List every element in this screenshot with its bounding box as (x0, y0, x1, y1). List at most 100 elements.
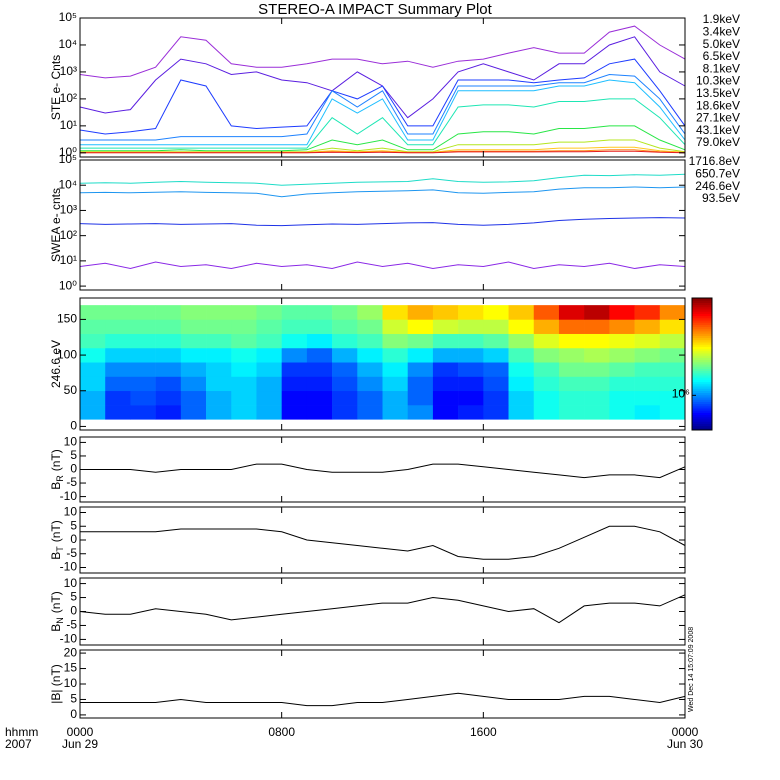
heatmap-cell (332, 362, 358, 377)
y-axis-label: STE e- Cnts (49, 55, 63, 120)
heatmap-cell (155, 319, 182, 334)
heatmap-cell (458, 333, 484, 349)
corner-label: hhmm (5, 725, 38, 739)
y-tick-label: 0 (70, 419, 77, 433)
heatmap-cell (256, 362, 282, 377)
heatmap-cell (634, 405, 661, 420)
heatmap-cell (508, 333, 535, 349)
heatmap-cell (155, 376, 182, 392)
heatmap-cell (306, 333, 333, 349)
heatmap-cell (483, 347, 509, 363)
colorbar-segment (692, 350, 712, 354)
heatmap-cell (80, 362, 106, 377)
heatmap-cell (130, 390, 156, 406)
y-axis-label-text: 246.6 eV (49, 340, 63, 388)
heatmap-cell (130, 376, 156, 392)
colorbar-segment (692, 408, 712, 411)
y-axis-label: 246.6 eV (49, 340, 63, 388)
heatmap-cell (584, 347, 610, 363)
colorbar-segment (692, 366, 712, 369)
colorbar-segment (692, 326, 712, 330)
heatmap-cell (458, 305, 484, 320)
heatmap-cell (558, 333, 585, 349)
legend-entry: 1.9keV (703, 12, 740, 26)
y-axis-label: BT (nT) (49, 520, 65, 560)
heatmap-cell (407, 305, 434, 320)
colorbar-segment (692, 416, 712, 420)
heatmap-cell (281, 333, 308, 349)
y-tick-label: 10⁴ (58, 177, 77, 191)
legend-entry: 10.3keV (696, 74, 740, 88)
heatmap-cell (206, 405, 232, 420)
colorbar-segment (692, 344, 712, 347)
heatmap-cell (634, 347, 661, 363)
series-line (80, 79, 686, 146)
heatmap-cell (533, 333, 560, 349)
heatmap-cell (508, 347, 535, 363)
heatmap-cell (382, 347, 409, 363)
heatmap-cell (206, 305, 232, 320)
heatmap-cell (155, 390, 182, 406)
y-tick-label: 100 (57, 347, 77, 361)
heatmap-cell (659, 347, 686, 363)
colorbar-segment (692, 300, 712, 303)
heatmap-cell (281, 376, 308, 392)
heatmap-cell (206, 319, 232, 334)
y-axis-label-text: B (49, 624, 63, 632)
heatmap-cell (231, 347, 257, 363)
heatmap-cell (558, 319, 585, 334)
heatmap-cell (256, 405, 282, 420)
colorbar-segment (692, 388, 712, 391)
colorbar-segment (692, 368, 712, 372)
heatmap-cell (256, 376, 282, 392)
heatmap-cell (357, 305, 383, 320)
heatmap-cell (180, 390, 207, 406)
heatmap-cell (281, 347, 308, 363)
heatmap-cell (105, 390, 131, 406)
colorbar-segment (692, 337, 712, 341)
colorbar-segment (692, 320, 712, 323)
heatmap-cell (609, 305, 635, 320)
colorbar-segment (692, 399, 712, 402)
heatmap-cell (231, 362, 257, 377)
colorbar-segment (692, 322, 712, 325)
heatmap-cell (533, 405, 560, 420)
y-tick-label: -10 (60, 560, 78, 574)
heatmap-cell (458, 376, 484, 392)
series-line (79, 217, 686, 227)
colorbar-segment (692, 331, 712, 334)
heatmap-cell (231, 319, 257, 334)
x-tick-label: 0000 (67, 725, 94, 739)
heatmap-cell (508, 319, 535, 334)
series-line (80, 692, 686, 707)
heatmap-cell (206, 347, 232, 363)
heatmap-cell (584, 305, 610, 320)
heatmap-cell (180, 376, 207, 392)
heatmap-cell (306, 347, 333, 363)
heatmap-cell (382, 333, 409, 349)
colorbar-segment (692, 405, 712, 409)
colorbar-segment (692, 379, 712, 383)
heatmap-cell (382, 390, 409, 406)
x-tick-label: 1600 (470, 725, 497, 739)
heatmap-cell (231, 390, 257, 406)
colorbar-segment (692, 372, 712, 376)
panel-frame (79, 577, 686, 646)
y-tick-label: 50 (64, 383, 78, 397)
heatmap-cell (332, 405, 358, 420)
legend-entry: 18.6keV (696, 98, 740, 112)
colorbar-segment (692, 401, 712, 405)
x-tick-label: 0000 (672, 725, 699, 739)
heatmap-cell (382, 405, 409, 420)
series-line (80, 125, 686, 152)
y-tick-label: 10⁵ (59, 10, 77, 24)
heatmap-cell (584, 376, 610, 392)
colorbar-segment (692, 302, 712, 306)
heatmap-cell (483, 405, 509, 420)
heatmap-cell (357, 319, 383, 334)
heatmap-cell (533, 347, 560, 363)
y-tick-label: -10 (60, 489, 78, 503)
heatmap-cell (155, 362, 182, 377)
heatmap-cell (584, 405, 610, 420)
heatmap-cell (281, 319, 308, 334)
